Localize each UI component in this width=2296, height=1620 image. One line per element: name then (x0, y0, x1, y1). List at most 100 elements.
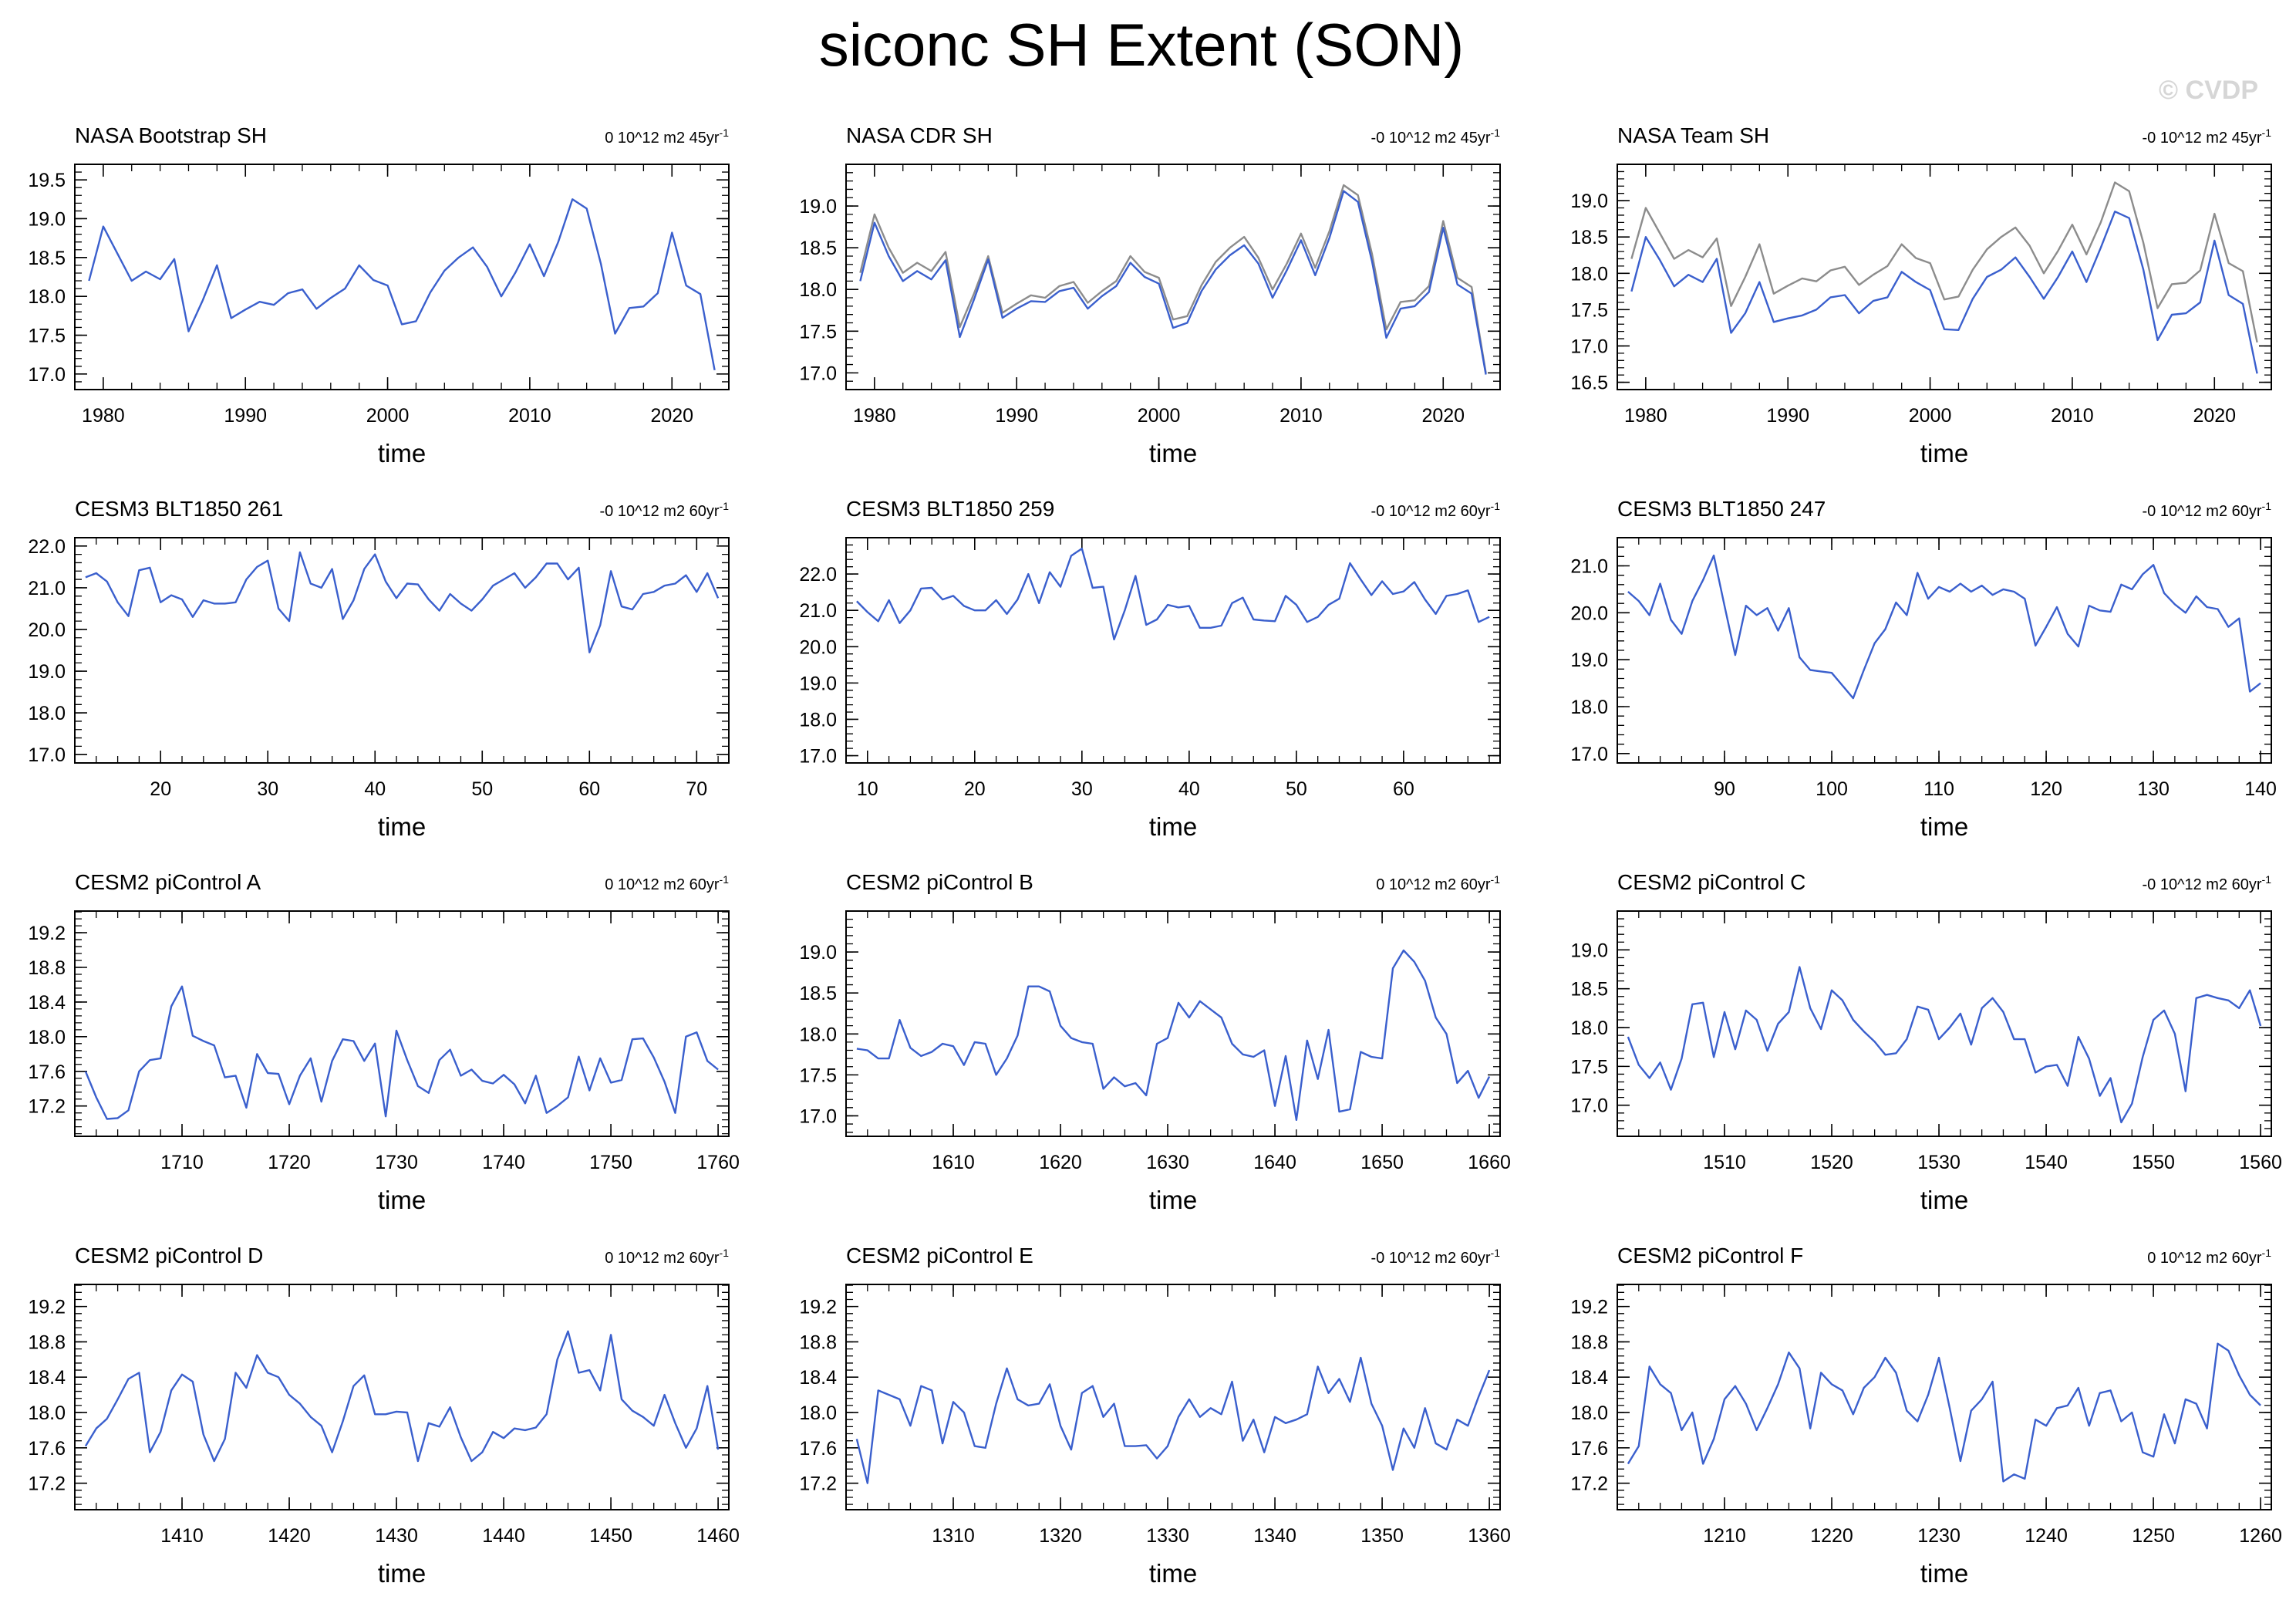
panel-2: NASA CDR SH -0 10^12 m2 45yr-1 1980 1990 200… (799, 123, 1501, 467)
y-tick-label: 19.0 (1570, 940, 1608, 961)
y-tick-label: 18.5 (799, 238, 837, 259)
x-tick-label: 1760 (696, 1152, 740, 1173)
y-tick-label: 19.0 (28, 661, 66, 683)
x-axis-label: time (1149, 1559, 1197, 1588)
y-tick-label: 18.0 (1570, 1018, 1608, 1039)
y-tick-label: 19.0 (799, 942, 837, 964)
series-line-1 (1627, 554, 2261, 700)
x-axis-label: time (378, 1559, 426, 1588)
major-ticks (1617, 911, 2271, 1136)
x-tick-label: 1730 (375, 1152, 418, 1173)
y-tick-label: 18.0 (1570, 697, 1608, 718)
x-tick-label: 2000 (1138, 405, 1181, 427)
x-tick-label: 2010 (1279, 405, 1323, 427)
x-tick-label: 1980 (853, 405, 896, 427)
x-tick-label: 1510 (1703, 1152, 1746, 1173)
y-tick-label: 21.0 (1570, 556, 1608, 578)
y-tick-label: 18.4 (1570, 1367, 1608, 1389)
panel-title: CESM2 piControl E (846, 1244, 1033, 1267)
y-tick-label: 22.0 (799, 564, 837, 586)
y-tick-label: 18.8 (28, 1331, 66, 1353)
panel-trend: 0 10^12 m2 60yr-1 (605, 1247, 729, 1267)
x-tick-label: 1740 (482, 1152, 525, 1173)
x-tick-label: 2020 (2193, 405, 2236, 427)
x-tick-label: 1430 (375, 1525, 418, 1547)
major-ticks (75, 164, 729, 390)
major-ticks (1617, 538, 2271, 763)
y-tick-label: 18.0 (28, 1027, 66, 1048)
x-tick-label: 1360 (1468, 1525, 1511, 1547)
x-tick-label: 20 (964, 778, 986, 800)
y-tick-label: 18.0 (1570, 1402, 1608, 1424)
panel-title: NASA Bootstrap SH (75, 123, 267, 147)
panel-trend: 0 10^12 m2 60yr-1 (605, 873, 729, 893)
x-tick-label: 1640 (1253, 1152, 1296, 1173)
x-tick-label: 1310 (932, 1525, 975, 1547)
plot-frame (845, 537, 1501, 764)
figure-title: siconc SH Extent (SON) (819, 11, 1465, 79)
x-tick-label: 1450 (589, 1525, 632, 1547)
panel-title: CESM2 piControl D (75, 1244, 263, 1267)
x-tick-label: 1410 (160, 1525, 204, 1547)
x-tick-label: 1750 (589, 1152, 632, 1173)
panel-title: CESM2 piControl A (75, 870, 261, 894)
x-axis-label: time (378, 439, 426, 467)
series-line-1 (856, 949, 1491, 1122)
x-tick-label: 1320 (1039, 1525, 1082, 1547)
plot-frame (845, 1284, 1501, 1510)
x-axis-label: time (1149, 1186, 1197, 1214)
plot-frame (1617, 1284, 2272, 1510)
major-ticks (846, 1284, 1500, 1510)
panel-3: NASA Team SH -0 10^12 m2 45yr-1 1980 1990 20… (1570, 123, 2272, 467)
x-tick-label: 1240 (2025, 1525, 2068, 1547)
y-tick-label: 17.5 (799, 321, 837, 343)
x-axis-label: time (378, 812, 426, 841)
plot-frame (845, 910, 1501, 1137)
y-tick-label: 20.0 (799, 636, 837, 658)
y-tick-label: 18.0 (28, 286, 66, 308)
x-tick-label: 60 (578, 778, 600, 800)
y-tick-label: 18.8 (28, 957, 66, 979)
x-tick-label: 1610 (932, 1152, 975, 1173)
x-tick-label: 1620 (1039, 1152, 1082, 1173)
y-tick-label: 17.6 (799, 1438, 837, 1460)
major-ticks (75, 911, 729, 1136)
x-axis-label: time (1920, 812, 1968, 841)
y-tick-label: 17.5 (1570, 1056, 1608, 1078)
y-tick-label: 17.6 (28, 1438, 66, 1460)
x-tick-label: 1250 (2132, 1525, 2175, 1547)
y-tick-label: 17.0 (1570, 1095, 1608, 1117)
series-line-1 (855, 1356, 1491, 1484)
y-tick-label: 18.4 (28, 1367, 66, 1389)
series-line-2 (1630, 211, 2258, 374)
series-line-1 (88, 198, 716, 371)
panel-6: CESM3 BLT1850 247 -0 10^12 m2 60yr-1 90 100… (1570, 497, 2277, 841)
series-line-1 (856, 547, 1490, 641)
series-line-1 (85, 551, 720, 653)
x-tick-label: 30 (1071, 778, 1093, 800)
major-ticks (846, 164, 1500, 390)
panel-title: CESM3 BLT1850 259 (846, 497, 1054, 521)
y-tick-label: 17.5 (28, 326, 66, 347)
y-tick-label: 17.0 (1570, 744, 1608, 765)
x-tick-label: 1420 (268, 1525, 311, 1547)
x-tick-label: 1560 (2239, 1152, 2282, 1173)
panel-title: NASA Team SH (1617, 123, 1769, 147)
plot-frame (74, 1284, 730, 1510)
x-tick-label: 1990 (224, 405, 267, 427)
x-axis-label: time (1920, 1559, 1968, 1588)
y-tick-label: 18.0 (799, 1402, 837, 1424)
x-tick-label: 2010 (508, 405, 551, 427)
x-axis-label: time (1920, 439, 1968, 467)
y-tick-label: 21.0 (28, 578, 66, 599)
x-tick-label: 1630 (1146, 1152, 1189, 1173)
x-tick-label: 10 (857, 778, 878, 800)
x-tick-label: 90 (1714, 778, 1735, 800)
y-tick-label: 21.0 (799, 600, 837, 622)
x-axis-label: time (1920, 1186, 1968, 1214)
panel-title: CESM3 BLT1850 261 (75, 497, 283, 521)
x-tick-label: 1660 (1468, 1152, 1511, 1173)
x-tick-label: 1550 (2132, 1152, 2175, 1173)
x-tick-label: 2020 (1421, 405, 1465, 427)
panel-trend: 0 10^12 m2 60yr-1 (2147, 1247, 2271, 1267)
